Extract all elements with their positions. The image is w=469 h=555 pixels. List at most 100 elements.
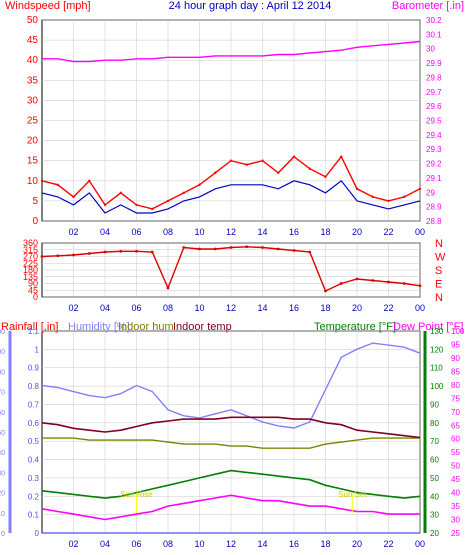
dew-y-tick-75: 75 xyxy=(451,394,460,403)
wind-y-tick-45: 45 xyxy=(27,35,39,46)
direction-point xyxy=(245,245,249,249)
dew-y-tick-50: 50 xyxy=(451,462,460,471)
dir-y-tick-315: 315 xyxy=(23,245,38,255)
baro-y-tick-29.3: 29.3 xyxy=(426,145,442,154)
windspeed-point xyxy=(403,195,406,199)
baro-y-tick-29.4: 29.4 xyxy=(426,131,442,140)
wind-x-tick-22: 22 xyxy=(383,227,393,237)
direction-point xyxy=(103,250,107,254)
barometer-axis-title: Barometer [.in] xyxy=(392,0,464,12)
rain-y-tick-0.5: 0.5 xyxy=(28,437,40,446)
hum-y-tick-0: 0 xyxy=(1,531,5,538)
dir-x-tick-14: 14 xyxy=(257,303,267,313)
temp-y-tick-110: 110 xyxy=(430,364,443,373)
barometer-line xyxy=(42,40,421,63)
windspeed-point xyxy=(151,207,154,211)
dir-x-tick-12: 12 xyxy=(226,303,236,313)
wind-x-tick-20: 20 xyxy=(352,227,362,237)
rain-y-tick-0.4: 0.4 xyxy=(28,456,40,465)
wind-x-tick-06: 06 xyxy=(131,227,141,237)
legend-indoor-hum: Indoor hum xyxy=(118,321,174,333)
rain-y-tick-0.8: 0.8 xyxy=(28,382,40,391)
dew-y-tick-80: 80 xyxy=(451,381,460,390)
dir-y-tick-180: 180 xyxy=(23,265,38,275)
windspeed-point xyxy=(88,179,91,182)
dir-y-tick-225: 225 xyxy=(23,258,38,268)
direction-point xyxy=(418,284,422,288)
legend-rainfall: Rainfall [.in] xyxy=(1,321,58,333)
wind-y-tick-0: 0 xyxy=(32,216,38,227)
hum-y-tick-80: 80 xyxy=(0,369,5,376)
baro-y-tick-30.1: 30.1 xyxy=(426,30,442,39)
baro-y-tick-29.9: 29.9 xyxy=(426,59,442,68)
dew-y-tick-35: 35 xyxy=(451,502,460,511)
temp-x-tick-08: 08 xyxy=(163,539,173,549)
dir-x-tick-10: 10 xyxy=(194,303,204,313)
direction-point xyxy=(387,280,390,284)
chart-title: 24 hour graph day : April 12 2014 xyxy=(169,0,332,12)
windspeed-point xyxy=(292,155,296,158)
sun-annotation-0: Sun Rise xyxy=(120,490,153,499)
wind-x-tick-18: 18 xyxy=(320,227,330,237)
wind-x-tick-10: 10 xyxy=(194,227,204,237)
wind-x-tick-12: 12 xyxy=(226,227,236,237)
temp-x-tick-22: 22 xyxy=(383,539,393,549)
direction-point xyxy=(276,247,280,251)
legend-indoor-temp: Indoor temp xyxy=(173,321,232,333)
direction-point xyxy=(261,246,264,249)
direction-point xyxy=(150,250,154,254)
windspeed-point xyxy=(418,187,422,191)
indoor-humidity-line xyxy=(42,437,420,449)
direction-point xyxy=(40,255,44,258)
direction-point xyxy=(355,277,359,281)
wind-y-tick-50: 50 xyxy=(27,15,39,26)
wind-y-tick-40: 40 xyxy=(27,55,39,66)
dew-y-tick-25: 25 xyxy=(451,529,460,538)
windspeed-point xyxy=(387,199,390,203)
hum-y-tick-70: 70 xyxy=(0,390,5,397)
rain-y-tick-0.6: 0.6 xyxy=(28,419,40,428)
grid-lines xyxy=(42,19,421,534)
dir-x-tick-04: 04 xyxy=(100,303,110,313)
baro-y-tick-30: 30 xyxy=(426,45,435,54)
indoor-temp-line xyxy=(41,416,421,439)
axis-ticks: 0202020404040606060808081010101212121414… xyxy=(0,15,465,549)
temp-y-tick-30: 30 xyxy=(430,511,439,520)
wind-y-tick-15: 15 xyxy=(27,156,39,167)
windspeed-point xyxy=(214,171,217,174)
dir-compass-N-4: N xyxy=(435,292,443,304)
rain-y-tick-0.1: 0.1 xyxy=(28,511,40,520)
direction-point xyxy=(119,249,123,253)
windspeed-point xyxy=(340,155,343,158)
wind-x-tick-16: 16 xyxy=(289,227,299,237)
rain-y-tick-0.7: 0.7 xyxy=(28,400,40,409)
dir-x-tick-02: 02 xyxy=(68,303,78,313)
direction-point xyxy=(308,250,312,254)
windspeed-axis-title: Windspeed [mph] xyxy=(5,0,91,12)
hum-y-tick-10: 10 xyxy=(0,511,5,518)
dir-compass-W-1: W xyxy=(435,252,446,264)
windspeed-point xyxy=(56,183,59,187)
dir-x-tick-22: 22 xyxy=(383,303,393,313)
wind-x-tick-04: 04 xyxy=(100,227,110,237)
windspeed-point xyxy=(198,183,201,187)
baro-y-tick-29.6: 29.6 xyxy=(426,102,442,111)
windspeed-point xyxy=(277,171,280,174)
direction-point xyxy=(166,286,170,290)
dew-y-tick-85: 85 xyxy=(451,367,460,376)
temp-x-tick-18: 18 xyxy=(320,539,330,549)
rain-y-tick-0: 0 xyxy=(35,529,40,538)
temp-y-tick-80: 80 xyxy=(430,419,439,428)
rain-y-tick-0.9: 0.9 xyxy=(28,364,40,373)
gust-line xyxy=(41,179,421,214)
temp-y-tick-100: 100 xyxy=(430,382,444,391)
baro-y-tick-30.2: 30.2 xyxy=(426,16,442,25)
temp-y-tick-60: 60 xyxy=(430,456,439,465)
temp-y-tick-70: 70 xyxy=(430,437,439,446)
direction-point xyxy=(371,279,375,282)
dir-x-tick-06: 06 xyxy=(131,303,141,313)
dew-y-tick-90: 90 xyxy=(451,354,460,363)
dir-x-tick-16: 16 xyxy=(289,303,299,313)
dir-y-tick-360: 360 xyxy=(23,238,38,248)
